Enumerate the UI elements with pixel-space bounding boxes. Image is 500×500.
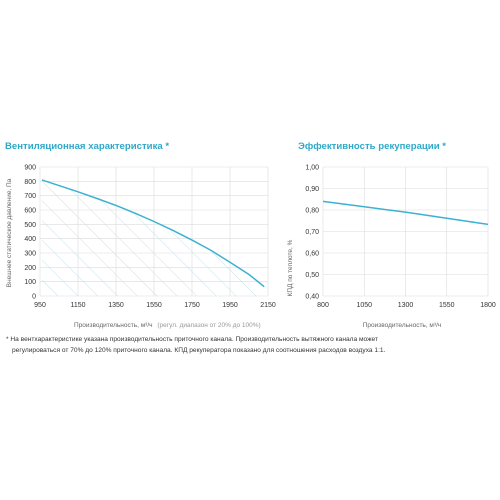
chart2-y-tick-label: 0,60 (305, 251, 319, 258)
chart1-y-tick-label: 700 (24, 193, 36, 200)
chart1-y-tick-label: 500 (24, 222, 36, 229)
chart2-series-line (322, 200, 489, 226)
chart1-y-tick-label: 0 (32, 294, 36, 301)
chart1-x-ticks: 950 1150 1350 1550 1750 1950 2150 (34, 302, 276, 309)
chart1-y-tick-label: 200 (24, 265, 36, 272)
chart2-y-ticks: 0,40 0,50 0,60 0,70 0,80 0,90 1,00 (305, 165, 319, 301)
chart1-y-tick-label: 600 (24, 208, 36, 215)
chart1-x-label: Производительность, м³/ч (регул. диапазо… (74, 322, 261, 329)
chart1-x-tick-label: 950 (34, 302, 46, 309)
chart1-x-tick-label: 1150 (70, 302, 85, 309)
chart2-title: Эффективность рекуперации * (298, 141, 446, 152)
chart1-x-tick-label: 1550 (146, 302, 162, 309)
chart1-series-line (41, 179, 265, 288)
chart1-y-tick-label: 300 (24, 251, 36, 258)
chart1-x-tick-label: 2150 (260, 302, 276, 309)
footnote-line-2: регулироваться от 70% до 120% приточного… (12, 346, 386, 354)
footnote-line-1: * На вентхарактеристике указана производ… (6, 336, 379, 343)
chart1-x-tick-label: 1750 (184, 302, 200, 309)
chart2-y-tick-label: 0,90 (305, 186, 319, 193)
chart2-x-label: Производительность, м³/ч (363, 322, 442, 329)
chart2-x-tick-label: 1050 (356, 302, 372, 309)
chart2-x-tick-label: 800 (317, 302, 329, 309)
chart1-title: Вентиляционная характеристика * (5, 141, 169, 152)
chart1-x-label-main: Производительность, м³/ч (74, 322, 153, 329)
chart2-x-tick-label: 1300 (398, 302, 414, 309)
chart1-y-label: Внешнее статическое давление, Па (6, 178, 13, 287)
footnote: * На вентхарактеристике указана производ… (6, 335, 494, 356)
chart2-y-tick-label: 1,00 (305, 165, 319, 172)
chart1-y-ticks: 0 100 200 300 400 500 600 700 800 900 (24, 165, 36, 301)
chart2-grid (322, 166, 489, 297)
chart2-y-label: КПД по теплоте, % (287, 239, 294, 296)
chart1-x-tick-label: 1350 (108, 302, 124, 309)
chart2-y-tick-label: 0,80 (305, 208, 319, 215)
ventilation-chart: Вентиляционная характеристика * 950 1150 1… (5, 141, 276, 329)
chart1-hatched-area (41, 179, 265, 296)
chart1-y-tick-label: 100 (24, 279, 36, 286)
chart1-y-tick-label: 800 (24, 179, 36, 186)
chart2-x-tick-label: 1800 (480, 302, 496, 309)
chart1-y-tick-label: 400 (24, 236, 36, 243)
chart1-y-tick-label: 900 (24, 165, 36, 172)
chart2-y-tick-label: 0,40 (305, 294, 319, 301)
chart2-y-tick-label: 0,50 (305, 272, 319, 279)
chart2-y-tick-label: 0,70 (305, 229, 319, 236)
chart1-x-tick-label: 1950 (222, 302, 238, 309)
chart1-x-label-note: (регул. диапазон от 20% до 100%) (157, 322, 260, 329)
chart2-x-ticks: 800 1050 1300 1550 1800 (317, 302, 496, 309)
efficiency-chart: Эффективность рекуперации * 800 1050 1300 1… (287, 141, 496, 329)
chart2-x-tick-label: 1550 (439, 302, 455, 309)
